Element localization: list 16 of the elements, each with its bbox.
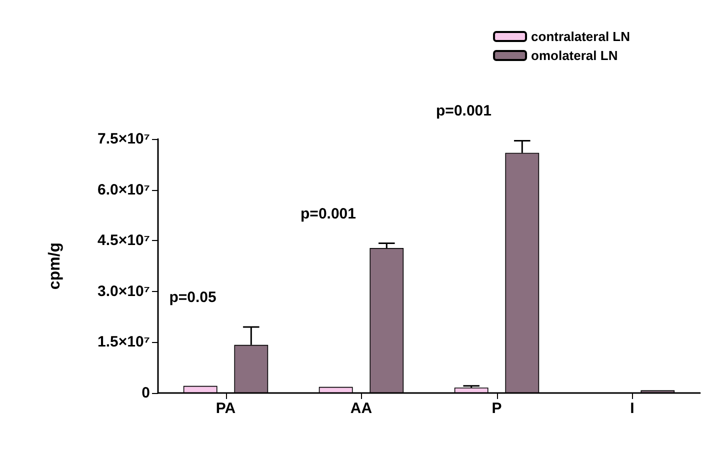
y-axis-title: cpm/g [46, 242, 64, 290]
y-tick-label: 1.5×10⁷ [98, 334, 150, 351]
y-tick-label: 0 [142, 384, 150, 402]
annotation: p=0.05 [169, 288, 216, 306]
y-tick-label: 6.0×10⁷ [98, 181, 150, 198]
x-tick-label: P [492, 400, 502, 417]
x-tick-label: AA [350, 400, 372, 417]
y-tick-label: 3.0×10⁷ [98, 282, 150, 300]
text: p=0.001 [436, 102, 492, 120]
annotation: p=0.001 [300, 205, 356, 222]
x-tick-label: I [630, 400, 634, 417]
y-tick-label: 4.5×10⁷ [98, 232, 150, 250]
legend-label: omolateral LN [531, 48, 618, 63]
legend-label: contralateral LN [531, 29, 630, 44]
x-tick-label: PA [216, 400, 236, 417]
y-tick-label: 7.5×10⁷ [98, 130, 150, 148]
